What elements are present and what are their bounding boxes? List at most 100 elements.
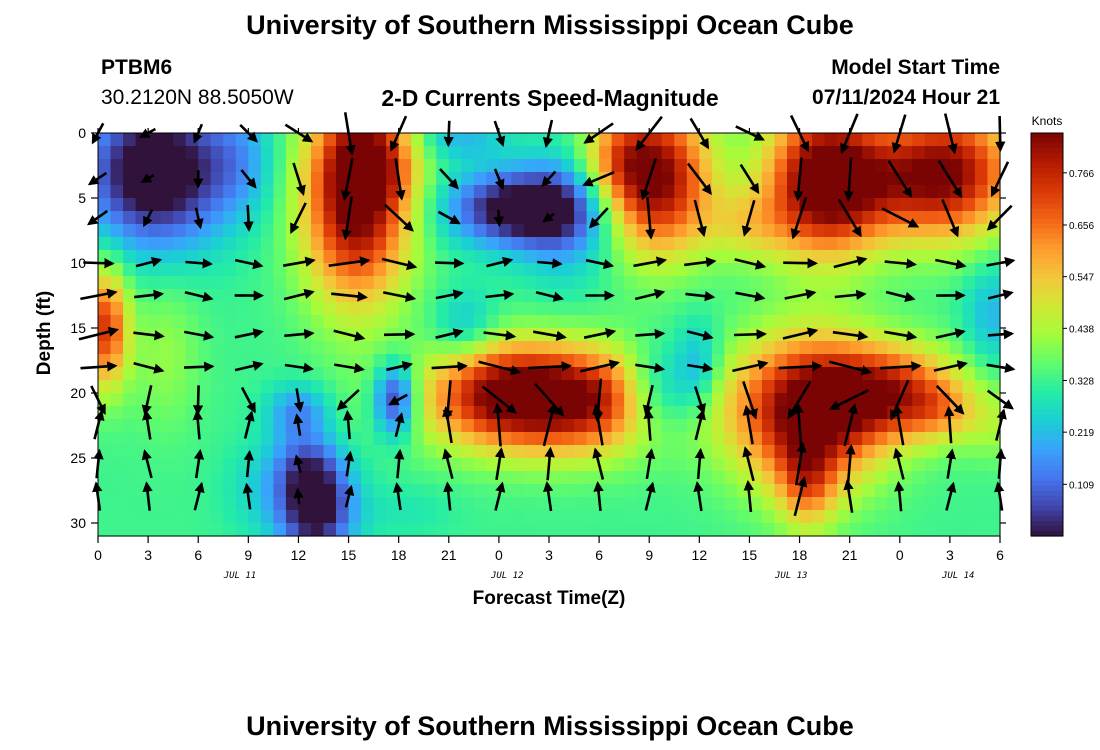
heatmap-cell xyxy=(849,432,863,446)
heatmap-cell xyxy=(874,367,888,381)
heatmap-cell xyxy=(498,497,513,511)
heatmap-cell xyxy=(924,263,938,277)
heatmap-cell xyxy=(423,445,437,459)
heatmap-cell xyxy=(473,406,487,420)
heatmap-cell xyxy=(373,185,387,199)
heatmap-cell xyxy=(323,445,337,459)
heatmap-cell xyxy=(123,276,137,290)
current-vector xyxy=(532,330,567,341)
current-vector xyxy=(333,362,365,374)
heatmap-cell xyxy=(386,224,400,238)
heatmap-cell xyxy=(323,146,337,160)
heatmap-cell xyxy=(962,380,976,394)
heatmap-cell xyxy=(549,172,563,186)
heatmap-cell xyxy=(749,458,763,472)
heatmap-cell xyxy=(774,458,788,472)
heatmap-cell xyxy=(862,328,876,342)
heatmap-cell xyxy=(611,432,625,446)
current-vector xyxy=(635,328,666,340)
heatmap-cell xyxy=(398,133,412,147)
heatmap-cell xyxy=(173,380,187,394)
heatmap-cell xyxy=(160,302,174,316)
heatmap-cell xyxy=(937,354,951,368)
heatmap-cell xyxy=(323,250,337,264)
heatmap-cell xyxy=(411,484,425,498)
heatmap-cell xyxy=(160,172,174,186)
heatmap-cell xyxy=(523,315,538,329)
heatmap-cell xyxy=(160,432,174,446)
heatmap-cell xyxy=(210,172,224,186)
heatmap-cell xyxy=(461,445,475,459)
heatmap-cell xyxy=(824,419,838,433)
heatmap-cell xyxy=(561,523,575,537)
current-vector xyxy=(293,454,304,474)
heatmap-cell xyxy=(862,302,876,316)
heatmap-cell xyxy=(185,315,199,329)
heatmap-cell xyxy=(561,302,575,316)
heatmap-cell xyxy=(273,328,287,342)
heatmap-cell xyxy=(586,276,600,290)
heatmap-cell xyxy=(699,510,713,524)
heatmap-cell xyxy=(98,393,112,407)
heatmap-cell xyxy=(674,497,688,511)
heatmap-cell xyxy=(611,289,625,303)
heatmap-cell xyxy=(799,302,813,316)
heatmap-cell xyxy=(248,510,262,524)
heatmap-cell xyxy=(223,328,237,342)
heatmap-cell xyxy=(636,510,650,524)
current-vector xyxy=(135,256,163,268)
heatmap-cell xyxy=(135,432,149,446)
heatmap-cell xyxy=(761,211,776,225)
heatmap-cell xyxy=(724,224,738,238)
heatmap-cell xyxy=(148,484,162,498)
heatmap-cell xyxy=(924,341,938,355)
heatmap-cell xyxy=(135,198,149,212)
heatmap-cell xyxy=(649,341,663,355)
heatmap-cell xyxy=(699,380,713,394)
heatmap-cell xyxy=(486,432,500,446)
colorbar-segment xyxy=(1031,263,1063,270)
heatmap-cell xyxy=(285,237,300,251)
speed-heatmap xyxy=(98,133,1001,537)
heatmap-cell xyxy=(273,289,287,303)
heatmap-cell xyxy=(285,523,300,537)
heatmap-cell xyxy=(812,198,826,212)
heatmap-cell xyxy=(361,133,375,147)
heatmap-cell xyxy=(586,315,600,329)
heatmap-cell xyxy=(736,159,751,173)
heatmap-cell xyxy=(912,380,926,394)
heatmap-cell xyxy=(849,354,863,368)
heatmap-cell xyxy=(624,276,638,290)
heatmap-cell xyxy=(123,354,137,368)
heatmap-cell xyxy=(448,367,462,381)
current-vector xyxy=(439,168,459,190)
heatmap-cell xyxy=(774,484,788,498)
heatmap-cell xyxy=(110,146,124,160)
heatmap-cell xyxy=(862,458,876,472)
heatmap-cell xyxy=(248,146,262,160)
heatmap-cell xyxy=(912,367,926,381)
heatmap-cell xyxy=(260,159,274,173)
heatmap-cell xyxy=(574,146,588,160)
heatmap-cell xyxy=(799,224,813,238)
heatmap-cell xyxy=(837,497,851,511)
x-tick-label: 6 xyxy=(194,547,202,563)
heatmap-cell xyxy=(235,198,249,212)
heatmap-cell xyxy=(536,224,550,238)
heatmap-cell xyxy=(736,237,751,251)
heatmap-cell xyxy=(148,354,162,368)
heatmap-cell xyxy=(924,419,938,433)
heatmap-cell xyxy=(974,276,989,290)
heatmap-cell xyxy=(110,289,124,303)
heatmap-cell xyxy=(586,380,600,394)
heatmap-cell xyxy=(661,159,675,173)
heatmap-cell xyxy=(436,380,450,394)
heatmap-cell xyxy=(787,146,801,160)
heatmap-cell xyxy=(611,445,625,459)
heatmap-cell xyxy=(248,250,262,264)
heatmap-cell xyxy=(110,198,124,212)
heatmap-cell xyxy=(711,497,725,511)
heatmap-cell xyxy=(336,146,350,160)
heatmap-cell xyxy=(235,263,249,277)
heatmap-cell xyxy=(761,380,776,394)
